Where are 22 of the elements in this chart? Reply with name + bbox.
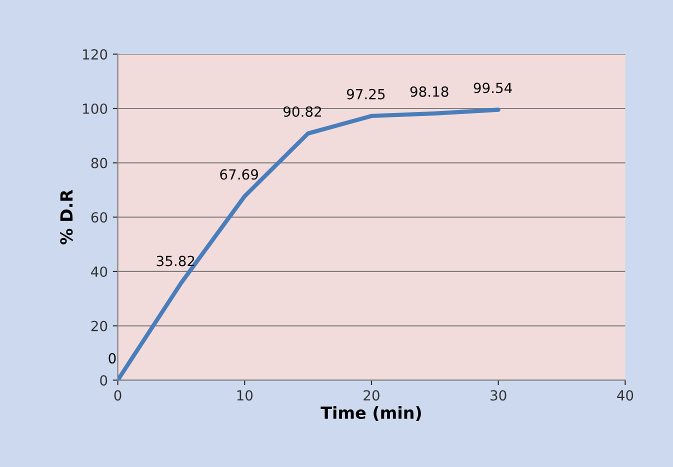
y-tick-label: 60 bbox=[91, 212, 108, 223]
data-label: 90.82 bbox=[284, 106, 321, 117]
data-label: 99.54 bbox=[474, 82, 512, 94]
y-tick-label: 0 bbox=[100, 375, 108, 386]
y-tick-label: 80 bbox=[91, 158, 108, 168]
line-series bbox=[118, 108, 500, 380]
data-label: 0 bbox=[108, 353, 116, 364]
data-label: 98.18 bbox=[410, 86, 448, 97]
data-label: 35.82 bbox=[156, 256, 194, 266]
data-label: 97.25 bbox=[346, 88, 385, 100]
y-tick-label: 120 bbox=[83, 49, 108, 60]
data-label: 67.69 bbox=[220, 169, 258, 180]
y-tick-label: 20 bbox=[91, 320, 108, 332]
x-tick-label: 40 bbox=[617, 390, 634, 401]
y-axis-title: % D.R bbox=[60, 190, 73, 244]
x-tick-label: 20 bbox=[364, 390, 380, 401]
x-tick-label: 30 bbox=[490, 390, 506, 401]
x-tick-label: 0 bbox=[114, 390, 122, 401]
y-tick-label: 100 bbox=[83, 103, 108, 114]
y-tick-label: 40 bbox=[91, 266, 108, 277]
x-tick-label: 10 bbox=[237, 390, 253, 401]
x-axis-title: Time (min) bbox=[320, 406, 421, 421]
